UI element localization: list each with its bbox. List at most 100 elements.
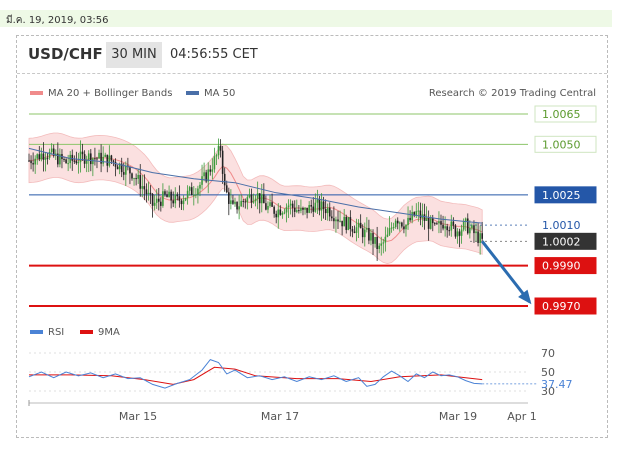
candle-body — [446, 226, 448, 231]
candle-body — [300, 207, 302, 211]
candle-body — [153, 202, 156, 206]
candle-body — [83, 154, 86, 164]
x-tick-label: Mar 15 — [119, 410, 157, 423]
candle-body — [174, 194, 177, 204]
candle-body — [193, 194, 195, 196]
candle-body — [440, 221, 442, 225]
candle-body — [112, 160, 115, 162]
legend-rsi: RSI — [30, 327, 64, 338]
candle-body — [246, 197, 249, 203]
candle-body — [244, 201, 247, 203]
candle-body — [104, 154, 107, 157]
candle-body — [217, 145, 220, 156]
candle-body — [38, 154, 41, 160]
candle-body — [79, 151, 82, 163]
candle-body — [320, 201, 323, 211]
candle-body — [137, 174, 139, 179]
candle-body — [155, 198, 158, 203]
candle-body — [160, 201, 162, 206]
candle-body — [384, 236, 387, 243]
candle-body — [302, 207, 304, 210]
candle-body — [120, 163, 123, 173]
candle-body — [265, 203, 267, 210]
candle-body — [423, 214, 426, 221]
candle-body — [318, 199, 321, 211]
candle-body — [81, 151, 84, 155]
level-label-box — [534, 135, 597, 153]
candle-body — [197, 188, 199, 195]
candle-body — [328, 207, 331, 217]
candle-body — [98, 152, 100, 159]
candle-body — [322, 201, 325, 210]
blue-swatch-icon — [30, 330, 43, 334]
candle-body — [409, 217, 411, 221]
candle-body — [44, 157, 47, 160]
candle-body — [479, 233, 481, 243]
instrument-title: USD/CHF — [28, 45, 103, 63]
candle-body — [419, 210, 422, 219]
candle-body — [157, 198, 160, 202]
candle-body — [207, 169, 210, 182]
candle-body — [471, 225, 473, 229]
candle-body — [102, 156, 104, 164]
candle-body — [65, 159, 67, 164]
candle-body — [135, 178, 137, 180]
candle-body — [71, 154, 74, 161]
legend-ma50-label: MA 50 — [204, 88, 236, 99]
candle-body — [201, 176, 203, 185]
candle-body — [289, 203, 292, 206]
level-label: 1.0002 — [542, 235, 581, 248]
candle-body — [370, 233, 372, 241]
pink-swatch-icon — [30, 91, 43, 95]
candle-body — [355, 227, 358, 233]
candle-body — [221, 150, 224, 174]
candle-body — [122, 172, 125, 175]
candle-body — [401, 222, 403, 227]
rsi-tick-label: 70 — [541, 347, 555, 360]
candle-body — [42, 153, 45, 160]
candle-body — [337, 219, 339, 222]
candle-body — [450, 221, 453, 231]
candle-body — [125, 165, 127, 175]
level-label-box — [534, 186, 597, 204]
legend-rsi-label: RSI — [48, 327, 65, 338]
timeframe-badge[interactable]: 30 MIN — [106, 42, 162, 68]
candle-body — [464, 218, 467, 222]
forecast-arrow-head — [518, 289, 532, 305]
candle-body — [452, 221, 455, 226]
candle-body — [85, 160, 88, 164]
candle-body — [30, 160, 32, 164]
candle-body — [460, 229, 463, 236]
candle-body — [345, 216, 348, 230]
level-label-box — [534, 105, 597, 123]
candle-body — [260, 194, 263, 204]
candle-body — [131, 173, 133, 179]
header-divider — [17, 73, 607, 74]
candle-body — [199, 184, 201, 189]
x-tick-label: Apr 1 — [507, 410, 537, 423]
candle-body — [425, 218, 428, 221]
candle-body — [374, 236, 376, 244]
candle-body — [341, 220, 343, 227]
candle-body — [151, 193, 154, 206]
legend-ma20: MA 20 + Bollinger Bands — [30, 88, 172, 99]
candle-body — [211, 169, 214, 172]
candle-body — [399, 222, 401, 224]
candle-body — [312, 206, 315, 212]
candle-body — [296, 210, 298, 212]
level-label: 0.9990 — [542, 260, 581, 273]
candle-body — [366, 227, 368, 230]
candle-body — [234, 201, 236, 204]
candle-body — [203, 172, 205, 177]
candle-body — [363, 229, 366, 238]
candle-body — [442, 224, 444, 229]
candle-body — [170, 191, 172, 201]
candle-body — [473, 225, 475, 234]
candle-body — [273, 206, 275, 214]
candle-body — [477, 231, 479, 243]
candle-body — [287, 205, 290, 208]
candle-body — [376, 236, 378, 250]
candle-body — [188, 187, 191, 191]
ma50-line — [28, 147, 483, 224]
